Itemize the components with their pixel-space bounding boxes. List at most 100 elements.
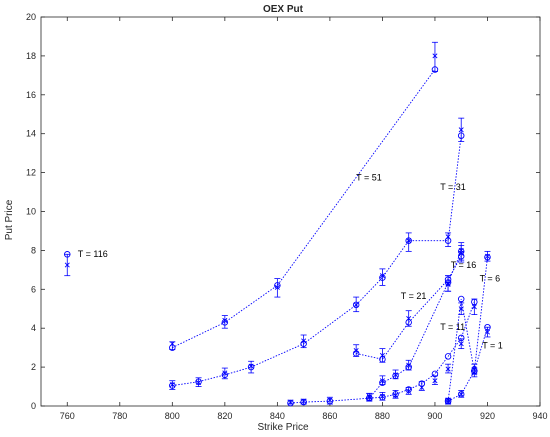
model-marker [484, 329, 490, 335]
market-price-point [221, 371, 229, 379]
market-price-point [418, 380, 426, 387]
series-line [447, 327, 488, 402]
series-label: T = 116 [78, 249, 108, 259]
y-tick-label: 10 [26, 207, 36, 217]
series-group: T = 116 [64, 249, 108, 277]
model-marker [274, 284, 280, 290]
market-price-point [471, 367, 478, 375]
y-axis-label: Put Price [4, 199, 15, 240]
market-price-point [444, 353, 452, 360]
y-tick-label: 0 [31, 401, 36, 411]
y-tick-label: 14 [26, 129, 36, 139]
y-tick-label: 16 [26, 90, 36, 100]
series-group: T = 11 [366, 298, 478, 402]
market-price-point [405, 363, 412, 371]
model-marker [222, 317, 228, 323]
model-marker [379, 378, 385, 384]
market-price-point [64, 251, 71, 258]
market-price-point [300, 340, 307, 348]
series-line [172, 135, 462, 387]
model-marker [445, 281, 451, 287]
market-price-point [366, 394, 373, 402]
model-marker [458, 341, 464, 347]
market-price-point [457, 132, 465, 139]
x-tick-label: 900 [427, 411, 442, 421]
y-tick-label: 6 [31, 284, 36, 294]
model-marker [353, 302, 359, 308]
y-tick-label: 4 [31, 323, 36, 333]
series-group: T = 21 [352, 242, 465, 363]
market-price-point [405, 237, 412, 244]
market-price-point [326, 397, 334, 405]
x-tick-label: 760 [60, 411, 75, 421]
series-group: T = 1 [444, 323, 503, 405]
x-axis: 760 780 800 820 840 860 880 900 920 940 [60, 17, 548, 421]
market-price-point [457, 391, 465, 398]
x-axis-label: Strike Price [257, 422, 309, 433]
market-price-point [379, 356, 386, 363]
x-tick-label: 940 [532, 411, 547, 421]
x-tick-label: 840 [270, 411, 285, 421]
market-price-point [300, 398, 307, 406]
model-marker [406, 388, 412, 394]
series-label: T = 1 [482, 341, 503, 351]
market-price-point [247, 363, 255, 371]
market-price-point [484, 253, 491, 261]
x-tick-label: 780 [112, 411, 127, 421]
x-tick-label: 860 [322, 411, 337, 421]
series-line [447, 257, 488, 402]
market-price-point [274, 282, 281, 289]
series-layer: T = 116 T = 51 T = 31 T = 21 T = 16 T = 11 T =… [64, 41, 503, 407]
market-price-point [352, 301, 360, 309]
model-marker [458, 250, 464, 256]
market-price-point [457, 248, 465, 255]
series-line [356, 255, 462, 360]
y-tick-label: 20 [26, 12, 36, 22]
market-price-point [405, 319, 412, 326]
series-group: T = 31 [169, 117, 466, 390]
chart-title: OEX Put [263, 4, 304, 15]
model-marker [471, 304, 477, 310]
model-marker [366, 393, 372, 399]
model-marker [64, 262, 70, 268]
model-marker [222, 370, 228, 376]
market-price-point [431, 66, 439, 73]
series-label: T = 51 [356, 172, 382, 182]
y-axis: 0 2 4 6 8 10 12 14 16 18 20 [26, 12, 540, 411]
model-marker [406, 238, 412, 244]
market-price-point [169, 344, 176, 351]
model-marker [458, 391, 464, 397]
market-price-point [379, 274, 386, 281]
market-price-point [169, 382, 176, 389]
plot-area-frame [40, 16, 541, 407]
market-price-point [444, 237, 452, 244]
market-price-point [379, 393, 386, 401]
series-label: T = 6 [480, 274, 501, 284]
market-price-point [405, 386, 412, 393]
market-price-point [287, 399, 294, 407]
market-price-point [221, 319, 229, 326]
series-label: T = 21 [401, 291, 427, 301]
series-group: T = 51 [169, 41, 439, 351]
market-price-point [392, 391, 399, 398]
market-price-point [444, 397, 452, 405]
y-tick-label: 18 [26, 51, 36, 61]
series-label: T = 11 [440, 322, 465, 332]
market-price-point [444, 279, 452, 286]
series-label: T = 16 [451, 260, 477, 270]
market-price-point [392, 372, 399, 380]
market-price-point [195, 378, 202, 385]
x-tick-label: 800 [165, 411, 180, 421]
market-price-point [471, 298, 478, 306]
market-price-point [379, 379, 386, 386]
model-marker [406, 362, 412, 368]
market-price-point [431, 370, 439, 378]
model-marker [379, 273, 385, 279]
y-tick-label: 12 [26, 168, 36, 178]
series-line [172, 69, 436, 349]
series-label: T = 31 [440, 182, 466, 192]
market-price-point [352, 350, 360, 357]
model-marker [458, 306, 464, 312]
x-tick-label: 880 [375, 411, 390, 421]
